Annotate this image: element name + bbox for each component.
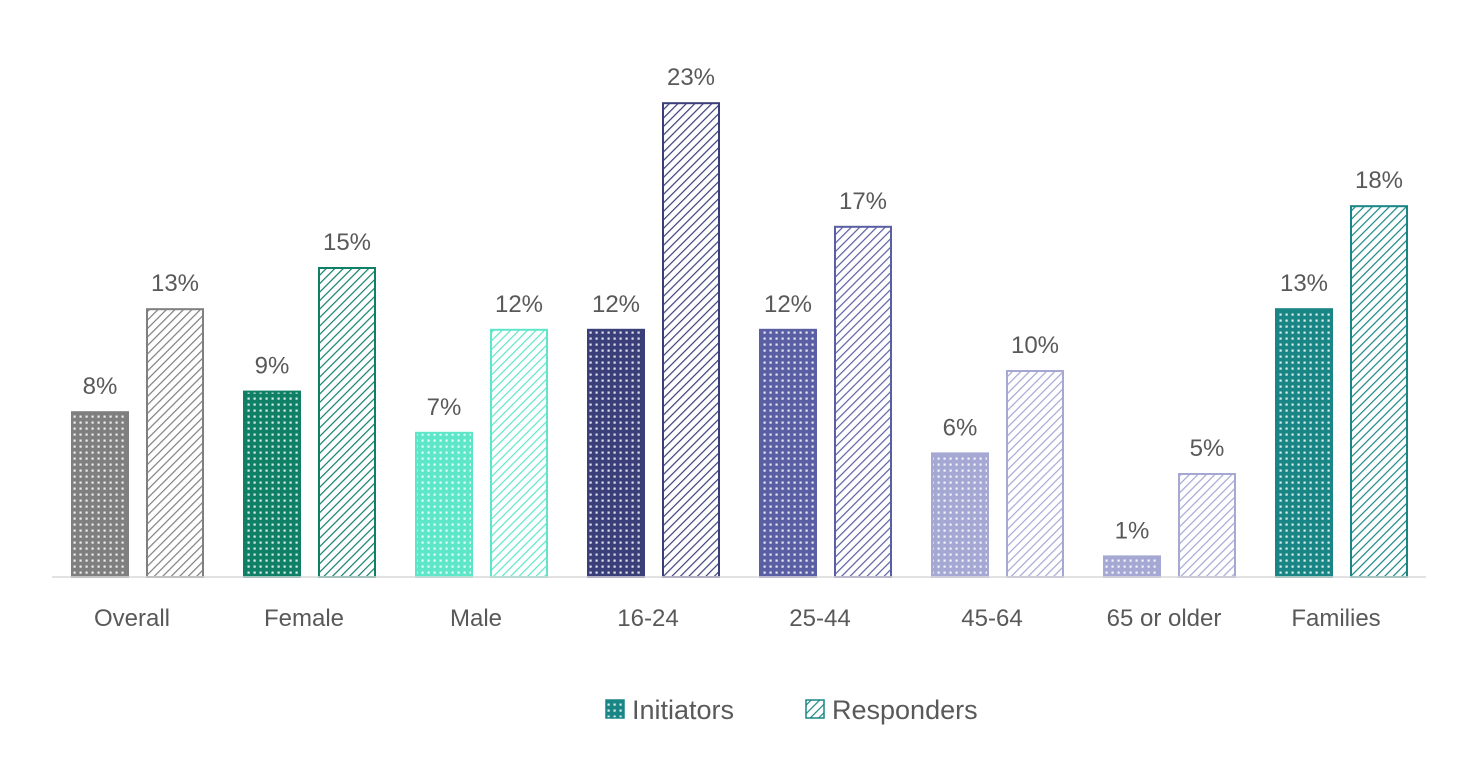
legend: Initiators Responders [605, 695, 978, 725]
data-label-initiators-16-24: 12% [592, 291, 640, 318]
bar-initiators-families [1275, 308, 1333, 578]
x-tick-label-65-or-older: 65 or older [1107, 605, 1222, 632]
x-axis-tick-labels: Overall Female Male 16-24 25-44 45-64 65 or ol… [94, 605, 1381, 632]
data-label-responders-25-44: 17% [839, 188, 887, 215]
bar-initiators-25-44 [759, 328, 817, 578]
data-label-responders-16-24: 23% [667, 64, 715, 91]
legend-label-initiators: Initiators [632, 695, 734, 725]
x-tick-label-45-64: 45-64 [961, 605, 1022, 632]
bar-responders-65-or-older [1178, 473, 1236, 578]
bar-initiators-female [243, 390, 301, 578]
bar-initiators-45-64 [931, 452, 989, 578]
x-tick-label-25-44: 25-44 [789, 605, 850, 632]
legend-label-responders: Responders [832, 695, 978, 725]
data-label-responders-65-or-older: 5% [1190, 435, 1225, 462]
bar-initiators-65-or-older [1103, 555, 1161, 579]
data-label-responders-families: 18% [1355, 167, 1403, 194]
data-label-responders-45-64: 10% [1011, 332, 1059, 359]
x-tick-label-families: Families [1291, 605, 1380, 632]
legend-swatch-responders [805, 699, 825, 719]
data-label-responders-overall: 13% [151, 270, 199, 297]
bar-responders-overall [146, 308, 204, 578]
data-label-initiators-male: 7% [427, 394, 462, 421]
bar-responders-male [490, 328, 548, 578]
legend-swatch-initiators [605, 699, 625, 719]
data-label-initiators-families: 13% [1280, 270, 1328, 297]
data-labels-layer: 8% 13% 9% 15% 7% 12% 12% 23% 12% 17% 6% 10% 1% 5% 13% 1… [83, 64, 1403, 544]
bar-initiators-overall [71, 411, 129, 579]
x-tick-label-16-24: 16-24 [617, 605, 678, 632]
data-label-initiators-female: 9% [255, 353, 290, 380]
bars-layer [71, 102, 1408, 579]
data-label-initiators-45-64: 6% [943, 414, 978, 441]
data-label-initiators-overall: 8% [83, 373, 118, 400]
data-label-initiators-25-44: 12% [764, 291, 812, 318]
data-label-responders-female: 15% [323, 229, 371, 256]
x-tick-label-male: Male [450, 605, 502, 632]
bar-responders-16-24 [662, 102, 720, 578]
bar-responders-45-64 [1006, 370, 1064, 578]
x-tick-label-female: Female [264, 605, 344, 632]
x-tick-label-overall: Overall [94, 605, 170, 632]
data-label-initiators-65-or-older: 1% [1115, 517, 1150, 544]
bar-initiators-16-24 [587, 328, 645, 578]
bar-initiators-male [415, 431, 473, 578]
bar-responders-families [1350, 205, 1408, 578]
data-label-responders-male: 12% [495, 291, 543, 318]
bar-responders-female [318, 267, 376, 578]
bar-responders-25-44 [834, 225, 892, 579]
